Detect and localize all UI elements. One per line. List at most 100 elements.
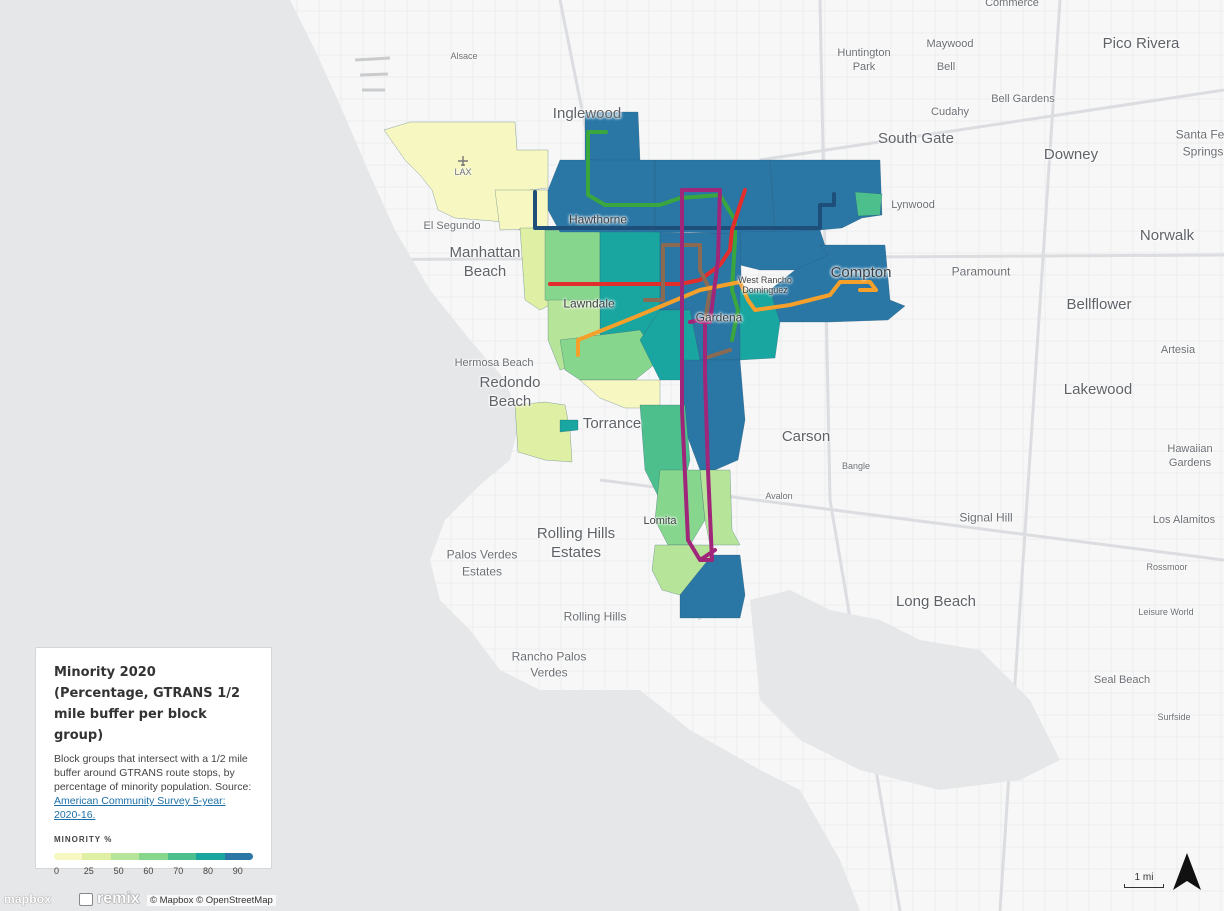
place-label: Maywood — [926, 37, 974, 50]
place-label: Beach — [488, 392, 532, 410]
legend-swatch — [196, 853, 225, 860]
scale-label: 1 mi — [1134, 872, 1154, 883]
place-label: El Segundo — [423, 219, 481, 232]
place-label: Estates — [550, 543, 602, 561]
legend-tick-label: 50 — [113, 866, 124, 876]
north-arrow-icon[interactable] — [1171, 852, 1203, 892]
place-label: Lomita — [643, 514, 677, 527]
block-group[interactable] — [854, 191, 883, 217]
place-label: Alsace — [450, 51, 478, 62]
place-label: Manhattan — [449, 243, 521, 261]
route-orange-line[interactable] — [576, 280, 878, 357]
legend-swatch — [224, 853, 253, 860]
place-label: Bellflower — [1066, 295, 1132, 313]
place-label: Long Beach — [895, 592, 977, 610]
place-label: Palos Verdes — [446, 547, 518, 562]
legend-tick-label: 80 — [203, 866, 214, 876]
block-group[interactable] — [494, 189, 549, 231]
place-label: Signal Hill — [959, 510, 1013, 525]
attribution-text[interactable]: © Mapbox © OpenStreetMap — [147, 895, 276, 906]
legend-swatch — [54, 853, 83, 860]
place-label: Bangle — [841, 461, 871, 472]
harbor-water — [750, 590, 1060, 790]
place-label: Surfside — [1157, 712, 1191, 723]
legend-swatch — [139, 853, 168, 860]
place-label: Bell Gardens — [991, 92, 1055, 105]
block-group[interactable] — [654, 159, 776, 236]
place-label: Hawaiian — [1167, 442, 1213, 455]
place-label: Hawthorne — [568, 212, 628, 227]
place-label: Seal Beach — [1093, 673, 1151, 686]
place-label: West Rancho — [738, 275, 792, 286]
place-label: Los Alamitos — [1152, 513, 1216, 526]
place-label: Torrance — [582, 414, 642, 432]
block-group[interactable] — [559, 419, 579, 433]
place-label: Santa Fe — [1175, 127, 1224, 142]
place-label: Lakewood — [1063, 380, 1133, 398]
place-label: Beach — [463, 262, 507, 280]
place-label: Norwalk — [1139, 226, 1195, 244]
place-label: Verdes — [530, 665, 568, 680]
place-label: Rancho Palos — [511, 649, 587, 664]
place-label: Pico Rivera — [1102, 34, 1180, 52]
place-label: Rolling Hills — [536, 524, 616, 542]
place-label: Compton — [830, 263, 892, 281]
airport-icon — [458, 156, 468, 166]
route-purple-line[interactable] — [680, 188, 722, 562]
place-label: Inglewood — [552, 104, 622, 122]
place-label: Lynwood — [891, 198, 935, 211]
place-label: Avalon — [765, 491, 793, 502]
place-label: Downey — [1043, 145, 1099, 163]
legend-panel: Minority 2020 (Percentage, GTRANS 1/2 mi… — [35, 647, 272, 876]
place-label: Rossmoor — [1146, 562, 1188, 573]
legend-title: Minority 2020 (Percentage, GTRANS 1/2 mi… — [54, 665, 241, 743]
block-group[interactable] — [544, 229, 601, 306]
place-label: Gardens — [1168, 456, 1212, 469]
place-label: Redondo — [479, 373, 541, 391]
place-label: Lawndale — [563, 296, 615, 311]
route-green-line[interactable] — [586, 130, 740, 342]
place-label: Dominguez — [742, 285, 788, 296]
place-label: Paramount — [951, 264, 1011, 279]
place-label: South Gate — [878, 129, 954, 147]
legend-ticks: 0 25 50 60 70 80 90 — [54, 866, 253, 880]
legend-color-ramp — [54, 853, 253, 860]
place-label: Park — [852, 60, 876, 73]
place-label: Springs — [1182, 144, 1224, 159]
runways — [354, 56, 391, 92]
place-label: Bell — [936, 60, 956, 73]
mapbox-logo[interactable]: mapbox — [4, 892, 52, 906]
gtrans-routes[interactable] — [533, 130, 878, 562]
place-label: Hermosa Beach — [454, 356, 534, 369]
scale-bar: 1 mi — [1124, 872, 1164, 888]
legend-scale-title: MINORITY % — [54, 835, 113, 844]
block-group[interactable] — [514, 401, 573, 463]
place-label: Rolling Hills — [563, 609, 627, 624]
legend-tick-label: 70 — [173, 866, 184, 876]
legend-tick-label: 0 — [54, 866, 60, 876]
place-label: Huntington — [837, 46, 891, 59]
legend-description-text: Block groups that intersect with a 1/2 m… — [54, 753, 252, 793]
place-label: Artesia — [1160, 343, 1196, 356]
route-blue-line[interactable] — [533, 190, 836, 230]
place-label: LAX — [454, 167, 472, 178]
route-red-line[interactable] — [548, 188, 747, 286]
legend-source-link[interactable]: American Community Survey 5-year: 2020-1… — [54, 795, 226, 821]
legend-tick-label: 60 — [143, 866, 154, 876]
block-group[interactable] — [679, 554, 746, 619]
place-label: Gardena — [695, 310, 743, 325]
place-label: Estates — [461, 564, 503, 579]
legend-swatch — [82, 853, 111, 860]
block-group[interactable] — [769, 159, 883, 233]
legend-swatch — [110, 853, 140, 860]
scale-bar-line — [1124, 884, 1164, 888]
place-label: Leisure World — [1138, 607, 1194, 618]
legend-swatch — [167, 853, 197, 860]
legend-tick-label: 90 — [232, 866, 243, 876]
block-groups-layer[interactable] — [383, 111, 906, 619]
place-label: Commerce — [985, 0, 1039, 9]
remix-mark-icon — [79, 893, 93, 906]
legend-description: Block groups that intersect with a 1/2 m… — [54, 752, 253, 822]
legend-tick-label: 25 — [83, 866, 94, 876]
